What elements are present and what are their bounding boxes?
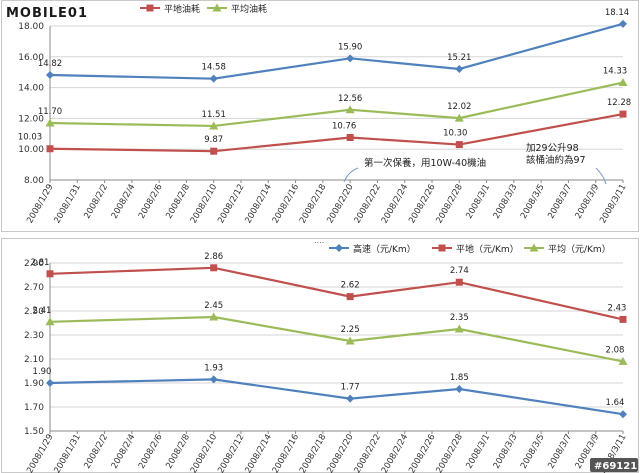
logo-text: MOBILE01: [6, 6, 88, 21]
chart-1-panel: [1, 0, 639, 232]
data-label: 1.85: [450, 373, 469, 383]
data-point: [45, 317, 55, 326]
annotation-text: 第一次保養，用10W-40機油: [364, 157, 486, 169]
data-point: [619, 410, 627, 419]
data-point: [210, 147, 218, 155]
y-tick-label: 2.30: [24, 331, 44, 341]
y-tick-label: 2.90: [24, 259, 44, 269]
data-point: [209, 375, 218, 384]
data-point: [346, 133, 354, 141]
annotation-arrow: [343, 167, 359, 183]
data-point: [346, 54, 355, 63]
data-label: 12.56: [338, 94, 362, 104]
data-point: [618, 78, 628, 87]
data-label: 2.81: [31, 258, 50, 268]
y-tick-label: 2.50: [24, 307, 44, 317]
data-point: [209, 121, 219, 130]
data-point: [455, 64, 464, 73]
data-label: 1.90: [33, 367, 52, 377]
data-point: [209, 312, 219, 321]
data-point: [346, 293, 354, 301]
legend-label: 平地（元/Km）: [456, 243, 519, 255]
data-point: [619, 110, 627, 118]
legend-label: 平均油耗: [231, 3, 267, 15]
data-label: 2.25: [341, 325, 360, 335]
data-label: 18.14: [605, 8, 629, 18]
data-label: 11.70: [38, 107, 62, 117]
data-label: 1.93: [204, 363, 223, 373]
post-id-text: #69121: [594, 461, 637, 472]
legend-marker: [438, 244, 446, 252]
data-label: 14.82: [38, 59, 62, 69]
data-label: 10.30: [443, 129, 467, 139]
data-label: 14.33: [603, 67, 627, 77]
annotation-text: 該桶油約為97: [526, 154, 586, 166]
annotation-arrow: [595, 167, 607, 185]
y-tick-label: 14.00: [18, 84, 44, 94]
y-tick-label: 8.00: [24, 176, 44, 186]
y-tick-label: 18.00: [18, 22, 44, 32]
y-tick-label: 2.70: [24, 283, 44, 293]
data-label: 14.58: [202, 63, 226, 73]
y-tick-label: 1.70: [24, 403, 44, 413]
data-label: 2.41: [33, 306, 52, 316]
legend-marker: [146, 4, 154, 12]
legend-marker: [529, 243, 539, 252]
data-label: 2.74: [450, 266, 469, 276]
data-point: [345, 336, 355, 345]
data-point: [346, 394, 355, 403]
data-label: 11.51: [202, 110, 226, 120]
data-point: [46, 379, 54, 387]
data-point: [46, 70, 54, 79]
data-label: 2.08: [606, 345, 625, 355]
y-tick-label: 10.00: [18, 145, 44, 155]
data-label: 1.77: [341, 383, 360, 393]
y-tick-label: 12.00: [18, 114, 44, 124]
data-point: [45, 118, 55, 127]
chart-2-panel: [1, 238, 639, 473]
legend-label: 平均（元/Km）: [548, 243, 611, 255]
y-tick-label: 2.10: [24, 355, 44, 365]
y-tick-label: 1.90: [24, 379, 44, 389]
data-point: [210, 264, 218, 272]
y-tick-label: 16.00: [18, 53, 44, 63]
legend-marker: [335, 244, 343, 252]
data-point: [619, 315, 627, 323]
data-label: 9.87: [204, 135, 223, 145]
data-label: 2.45: [204, 301, 223, 311]
data-label: 10.76: [332, 121, 356, 131]
data-label: 12.02: [447, 102, 471, 112]
data-label: 15.90: [338, 42, 362, 52]
data-point: [454, 324, 464, 333]
data-point: [455, 278, 463, 286]
panel-separator: ....: [314, 236, 324, 245]
post-id-watermark: #69121: [590, 458, 638, 472]
data-label: 2.86: [204, 252, 223, 262]
data-point: [209, 74, 218, 83]
data-label: 1.64: [606, 398, 625, 408]
annotation-text: 加29公升98: [526, 143, 579, 154]
data-point: [46, 145, 54, 153]
data-label: 10.03: [18, 133, 42, 143]
data-label: 2.62: [341, 281, 360, 291]
legend-marker: [212, 3, 222, 12]
data-point: [46, 270, 54, 278]
legend-label: 平地油耗: [164, 3, 200, 15]
data-point: [618, 356, 628, 365]
y-tick-label: 1.50: [24, 427, 44, 437]
data-point: [454, 113, 464, 122]
data-label: 2.35: [450, 313, 469, 323]
data-point: [345, 105, 355, 114]
data-label: 2.43: [608, 303, 627, 313]
data-point: [455, 141, 463, 149]
data-label: 15.21: [447, 53, 471, 63]
data-point: [455, 385, 464, 393]
logo-watermark: MOBILE01: [2, 2, 130, 22]
legend-label: 高速（元/Km）: [353, 243, 416, 255]
data-point: [619, 19, 627, 28]
data-label: 12.28: [607, 98, 631, 108]
